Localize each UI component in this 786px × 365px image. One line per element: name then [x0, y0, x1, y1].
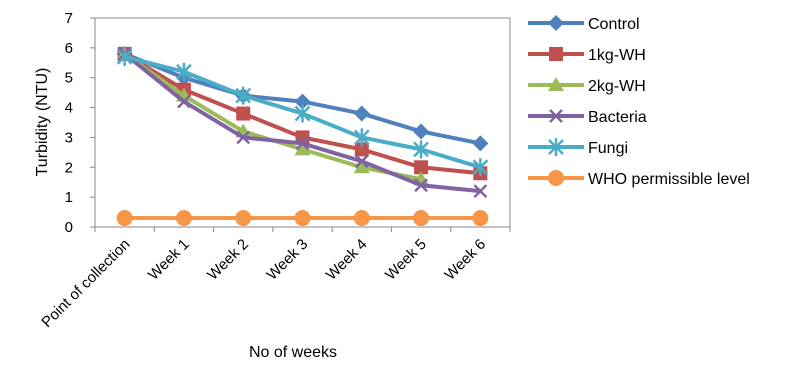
y-tick-label: 6 [65, 40, 73, 57]
data-point [236, 130, 251, 145]
data-point [236, 106, 251, 121]
legend-label: Control [588, 16, 640, 33]
data-point [413, 140, 429, 159]
data-point [294, 104, 311, 123]
y-axis-title: Turbidity (NTU) [34, 68, 51, 177]
y-tick-label: 2 [65, 159, 73, 176]
legend-marker [549, 109, 563, 123]
series-5 [116, 210, 489, 227]
legend-label: Fungi [588, 140, 628, 157]
legend-entry: 1kg-WH [528, 47, 646, 64]
data-point [116, 210, 133, 227]
legend-entry: Bacteria [528, 109, 647, 126]
data-point [414, 178, 428, 193]
x-tick-label: Week 4 [323, 236, 371, 284]
legend-entry: WHO permissible level [528, 170, 750, 188]
data-point [294, 210, 311, 227]
data-point [473, 184, 488, 199]
data-point [353, 105, 370, 122]
data-point [294, 93, 311, 110]
legend-marker [549, 47, 563, 61]
data-point [176, 62, 192, 81]
x-tick-label: Point of collection [38, 236, 133, 331]
data-point [472, 135, 489, 152]
data-point [353, 128, 370, 147]
data-point [472, 210, 489, 227]
data-point [353, 159, 370, 174]
legend-marker [548, 138, 564, 156]
legend-entry: Fungi [528, 138, 628, 157]
x-tick-label: Week 5 [382, 236, 430, 284]
x-tick-label: Week 6 [441, 236, 489, 284]
legend-marker [548, 15, 564, 31]
data-point [472, 158, 489, 177]
series-3 [117, 46, 488, 199]
data-point [116, 47, 133, 66]
data-point [414, 160, 429, 175]
legend-label: 2kg-WH [588, 78, 646, 95]
x-axis-title: No of weeks [249, 344, 337, 361]
legend-label: WHO permissible level [588, 171, 750, 188]
data-point [354, 142, 369, 157]
legend-entry: 2kg-WH [528, 77, 646, 95]
x-tick-label: Week 3 [264, 236, 312, 284]
data-point [353, 210, 370, 227]
data-point [295, 136, 310, 151]
data-point [294, 141, 311, 156]
legend-marker [548, 77, 564, 91]
data-point [175, 210, 192, 227]
legend-marker [548, 170, 564, 186]
y-tick-label: 0 [65, 219, 73, 236]
legend-label: Bacteria [588, 109, 647, 126]
data-point [235, 210, 252, 227]
series-4 [116, 47, 489, 177]
data-point [177, 94, 191, 109]
y-tick-label: 5 [65, 70, 73, 87]
data-point [354, 154, 369, 169]
data-point [413, 123, 430, 140]
data-point [413, 210, 430, 227]
y-tick-label: 3 [65, 129, 73, 146]
x-tick-label: Week 2 [204, 236, 252, 284]
legend-entry: Control [528, 15, 640, 33]
y-tick-label: 7 [65, 10, 73, 27]
y-tick-label: 1 [65, 189, 73, 206]
data-point [235, 86, 252, 105]
x-tick-label: Week 1 [145, 236, 193, 284]
legend-label: 1kg-WH [588, 47, 646, 64]
y-tick-label: 4 [65, 100, 73, 117]
